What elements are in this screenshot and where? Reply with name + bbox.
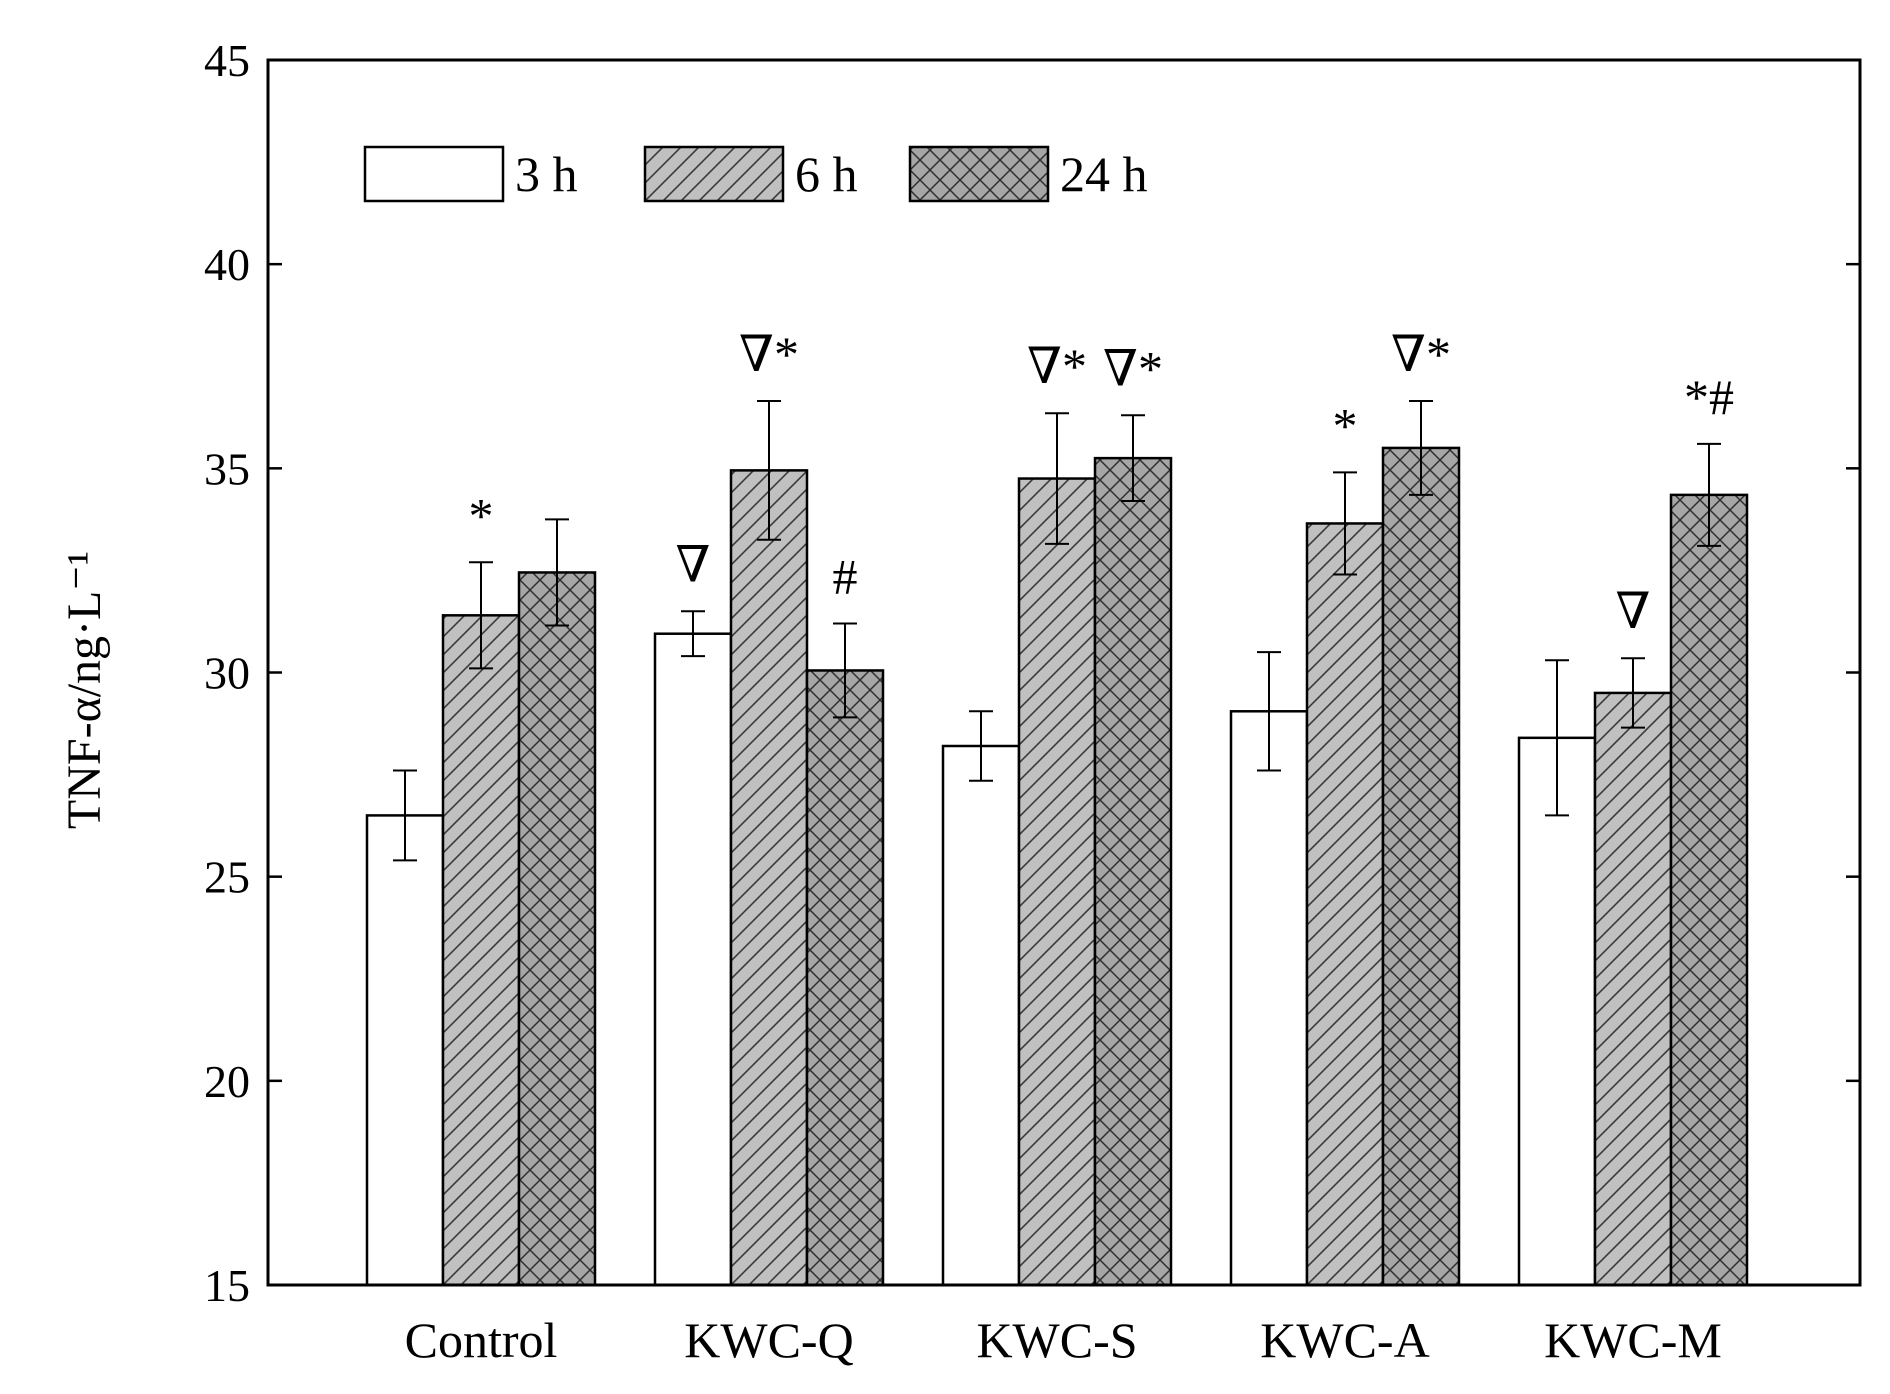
legend-label: 6 h bbox=[795, 146, 858, 202]
significance-mark: # bbox=[833, 549, 858, 605]
x-tick-label: KWC-M bbox=[1544, 1312, 1722, 1368]
x-tick-label: KWC-Q bbox=[684, 1312, 853, 1368]
plot-frame bbox=[266, 58, 1862, 1287]
x-tick-label: Control bbox=[405, 1312, 558, 1368]
significance-mark: ∇ bbox=[676, 536, 711, 592]
legend-swatch bbox=[908, 145, 1050, 203]
legend-swatch bbox=[643, 145, 785, 203]
legend-label: 3 h bbox=[515, 146, 578, 202]
y-tick-label: 30 bbox=[204, 648, 250, 699]
significance-mark: ∇* bbox=[739, 326, 799, 382]
y-tick-label: 20 bbox=[204, 1056, 250, 1107]
legend-swatch bbox=[363, 145, 505, 203]
bars bbox=[365, 446, 1749, 1287]
significance-mark: ∇* bbox=[1103, 340, 1163, 396]
significance-mark: * bbox=[469, 487, 494, 543]
significance-annotations: *∇∇*#∇* ∇**∇*∇*# bbox=[469, 326, 1735, 639]
significance-mark: * bbox=[1333, 397, 1358, 453]
significance-mark: *# bbox=[1684, 369, 1734, 425]
bar bbox=[1305, 522, 1385, 1287]
legend-label: 24 h bbox=[1060, 146, 1148, 202]
y-tick-label: 25 bbox=[204, 852, 250, 903]
bar bbox=[1593, 691, 1673, 1287]
bar bbox=[1093, 456, 1173, 1287]
x-tick-label: KWC-S bbox=[976, 1312, 1137, 1368]
bar bbox=[1669, 493, 1749, 1287]
error-bars bbox=[393, 399, 1721, 862]
significance-mark: ∇* bbox=[1391, 326, 1451, 382]
bar bbox=[653, 632, 733, 1287]
bar bbox=[1517, 736, 1597, 1287]
bar bbox=[1017, 477, 1097, 1287]
y-axis: 15 20 25 30 35 40 45 bbox=[204, 35, 1860, 1311]
bar bbox=[517, 571, 597, 1287]
bar bbox=[729, 469, 809, 1287]
y-axis-label: TNF-α/ng·L⁻¹ bbox=[58, 551, 111, 829]
bar bbox=[1229, 710, 1309, 1287]
bar bbox=[805, 669, 885, 1287]
significance-mark: ∇* bbox=[1027, 338, 1087, 394]
significance-mark: ∇ bbox=[1616, 583, 1651, 639]
legend: 3 h 6 h 24 h bbox=[363, 145, 1148, 203]
y-tick-label: 45 bbox=[204, 35, 250, 86]
bar bbox=[1381, 446, 1461, 1287]
bar bbox=[365, 814, 445, 1287]
bar bbox=[441, 614, 521, 1287]
bar bbox=[941, 744, 1021, 1287]
y-tick-label: 40 bbox=[204, 239, 250, 290]
x-tick-label: KWC-A bbox=[1260, 1312, 1429, 1368]
y-tick-label: 35 bbox=[204, 443, 250, 494]
x-axis: Control KWC-Q KWC-S KWC-A KWC-M bbox=[405, 1312, 1722, 1368]
y-tick-label: 15 bbox=[204, 1260, 250, 1311]
